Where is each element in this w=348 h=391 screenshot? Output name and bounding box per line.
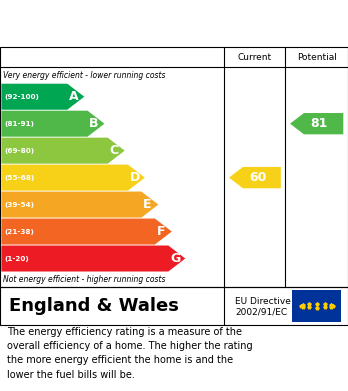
Text: Current: Current [238,53,272,62]
Text: (92-100): (92-100) [4,94,39,100]
Text: Energy Efficiency Rating: Energy Efficiency Rating [9,21,230,36]
Text: B: B [89,117,99,130]
Text: 2002/91/EC: 2002/91/EC [235,307,287,316]
Text: The energy efficiency rating is a measure of the
overall efficiency of a home. T: The energy efficiency rating is a measur… [7,326,253,380]
Text: (81-91): (81-91) [4,121,34,127]
Text: A: A [69,90,79,103]
Polygon shape [1,111,104,137]
Text: (55-68): (55-68) [4,175,34,181]
Polygon shape [290,113,343,135]
Text: C: C [110,144,119,157]
Text: Very energy efficient - lower running costs: Very energy efficient - lower running co… [3,71,166,80]
Polygon shape [1,165,145,191]
Text: 81: 81 [311,117,328,130]
Text: England & Wales: England & Wales [9,297,179,315]
Polygon shape [1,246,185,271]
Polygon shape [1,138,125,164]
Text: (21-38): (21-38) [4,229,34,235]
Text: (1-20): (1-20) [4,255,29,262]
Text: (39-54): (39-54) [4,202,34,208]
Text: D: D [130,171,140,184]
Text: Not energy efficient - higher running costs: Not energy efficient - higher running co… [3,275,166,284]
Bar [292,291,341,321]
Text: F: F [157,225,165,238]
Text: 60: 60 [249,171,266,184]
Polygon shape [1,192,158,217]
Text: Potential: Potential [297,53,337,62]
Polygon shape [229,167,281,188]
Polygon shape [1,219,172,244]
Text: G: G [170,252,180,265]
Text: EU Directive: EU Directive [235,297,291,306]
Text: E: E [143,198,152,211]
Polygon shape [1,84,84,110]
Text: (69-80): (69-80) [4,148,34,154]
